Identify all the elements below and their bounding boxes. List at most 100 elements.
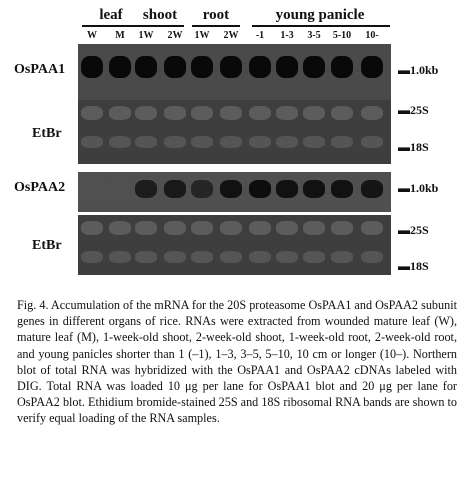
rrna-band-18s: [331, 136, 353, 148]
hybridization-band: [164, 180, 186, 198]
rrna-band-25s: [303, 106, 325, 120]
rrna-band-25s: [164, 221, 186, 235]
hybridization-band: [135, 56, 157, 78]
rrna-band-18s: [191, 251, 213, 263]
hybridization-band: [109, 56, 131, 78]
rrna-band-25s: [109, 221, 131, 235]
blot-label-etbr-2: EtBr: [32, 238, 62, 254]
hybridization-band: [331, 180, 353, 198]
rrna-band-25s: [191, 106, 213, 120]
blot-label-ospaa2: OsPAA2: [14, 180, 65, 196]
northern-blot-ospaa2: [78, 172, 391, 212]
hybridization-band: [276, 56, 298, 78]
rrna-band-18s: [276, 136, 298, 148]
rrna-band-25s: [164, 106, 186, 120]
rrna-band-18s: [81, 251, 103, 263]
rrna-band-25s: [303, 221, 325, 235]
lane-label: W: [80, 30, 104, 42]
group-leaf-underline: [82, 25, 140, 27]
rrna-band-18s: [109, 251, 131, 263]
rrna-band-18s: [303, 251, 325, 263]
lane-label: 1W: [134, 30, 158, 42]
rrna-band-25s: [249, 106, 271, 120]
rrna-band-25s: [331, 221, 353, 235]
rrna-band-25s: [191, 221, 213, 235]
group-young-panicle-underline: [252, 25, 390, 27]
hybridization-band: [191, 56, 213, 78]
rrna-band-18s: [361, 136, 383, 148]
rrna-band-18s: [135, 251, 157, 263]
lane-label: M: [108, 30, 132, 42]
rrna-band-18s: [303, 136, 325, 148]
etbr-gel-2: [78, 215, 391, 275]
rrna-band-25s: [81, 106, 103, 120]
rrna-marker-25s: ▬25S: [398, 223, 429, 237]
lane-label: 1W: [190, 30, 214, 42]
rrna-band-25s: [220, 221, 242, 235]
group-young-panicle: young panicle: [250, 6, 390, 24]
rrna-band-25s: [276, 106, 298, 120]
lane-label: 10-: [360, 30, 384, 42]
rrna-band-18s: [276, 251, 298, 263]
rrna-marker-18s: ▬18S: [398, 259, 429, 273]
group-shoot-underline: [136, 25, 184, 27]
hybridization-band: [164, 56, 186, 78]
hybridization-band: [361, 56, 383, 78]
rrna-band-25s: [331, 106, 353, 120]
rrna-band-25s: [220, 106, 242, 120]
northern-blot-ospaa1: [78, 44, 391, 100]
rrna-band-18s: [109, 136, 131, 148]
hybridization-band: [220, 56, 242, 78]
size-marker-1kb: ▬1.0kb: [398, 63, 438, 77]
rrna-band-18s: [164, 251, 186, 263]
rrna-band-18s: [331, 251, 353, 263]
group-root-underline: [192, 25, 240, 27]
group-leaf: leaf: [82, 6, 140, 24]
hybridization-band: [303, 180, 325, 198]
rrna-band-18s: [191, 136, 213, 148]
hybridization-band: [331, 56, 353, 78]
rrna-band-25s: [81, 221, 103, 235]
rrna-band-18s: [81, 136, 103, 148]
rrna-band-25s: [361, 221, 383, 235]
size-marker-1kb: ▬1.0kb: [398, 181, 438, 195]
rrna-band-25s: [249, 221, 271, 235]
blot-label-etbr-1: EtBr: [32, 126, 62, 142]
rrna-band-18s: [164, 136, 186, 148]
lane-label: 1-3: [275, 30, 299, 42]
group-root: root: [190, 6, 242, 24]
hybridization-band: [249, 180, 271, 198]
etbr-gel-1: [78, 100, 391, 164]
hybridization-band: [249, 56, 271, 78]
lane-label: 2W: [163, 30, 187, 42]
blot-label-ospaa1: OsPAA1: [14, 62, 65, 78]
hybridization-band: [81, 180, 103, 198]
hybridization-band: [81, 56, 103, 78]
rrna-band-18s: [220, 136, 242, 148]
hybridization-band: [135, 180, 157, 198]
hybridization-band: [303, 56, 325, 78]
rrna-marker-18s: ▬18S: [398, 140, 429, 154]
rrna-band-18s: [135, 136, 157, 148]
group-shoot: shoot: [134, 6, 186, 24]
rrna-band-18s: [249, 251, 271, 263]
lane-label: 5-10: [330, 30, 354, 42]
hybridization-band: [361, 180, 383, 198]
rrna-band-25s: [361, 106, 383, 120]
rrna-marker-25s: ▬25S: [398, 103, 429, 117]
hybridization-band: [220, 180, 242, 198]
rrna-band-25s: [135, 221, 157, 235]
lane-label: -1: [248, 30, 272, 42]
hybridization-band: [276, 180, 298, 198]
figure-caption: Fig. 4. Accumulation of the mRNA for the…: [17, 297, 457, 427]
lane-label: 2W: [219, 30, 243, 42]
rrna-band-25s: [135, 106, 157, 120]
rrna-band-18s: [361, 251, 383, 263]
hybridization-band: [109, 180, 131, 198]
rrna-band-25s: [276, 221, 298, 235]
hybridization-band: [191, 180, 213, 198]
rrna-band-25s: [109, 106, 131, 120]
rrna-band-18s: [249, 136, 271, 148]
lane-label: 3-5: [302, 30, 326, 42]
rrna-band-18s: [220, 251, 242, 263]
